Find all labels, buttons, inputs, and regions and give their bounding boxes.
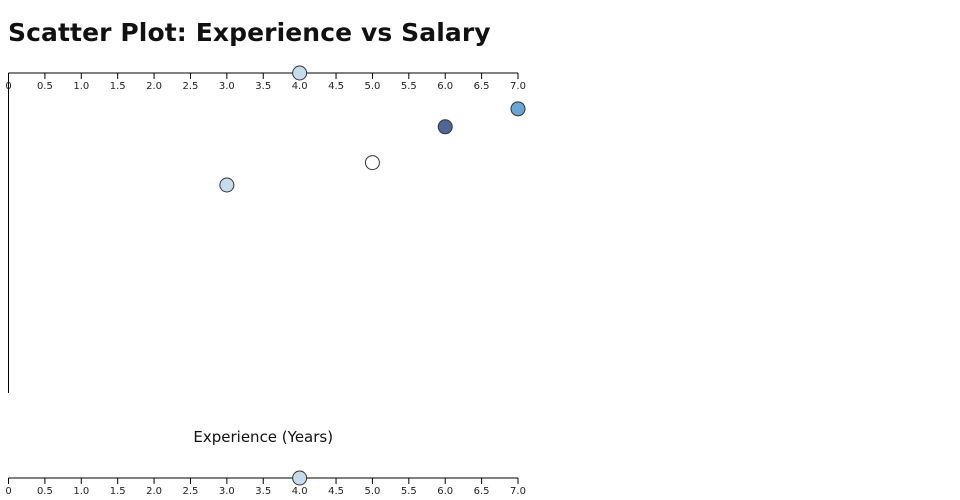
top-x-tick-label: 7.0 — [510, 81, 526, 92]
top-x-tick-label: 4.5 — [328, 81, 344, 92]
top-x-tick-label: 6.5 — [474, 81, 490, 92]
bottom-x-axis: 0 0.5 1.0 1.5 2.0 2.5 3.0 3.5 4.0 4.5 5.0 5.5 6.0 6.5… — [5, 477, 526, 497]
bottom-x-tick-label: 0.5 — [37, 486, 53, 497]
bottom-x-tick-label: 5.5 — [401, 486, 417, 497]
top-x-tick-label: 1.5 — [110, 81, 126, 92]
bottom-x-tick-label: 2.5 — [183, 486, 199, 497]
bottom-x-tick-label: 3.5 — [255, 486, 271, 497]
x-axis-label: Experience (Years) — [193, 428, 333, 446]
top-x-tick-label: 6.0 — [437, 81, 453, 92]
top-x-tick-label: 0.5 — [37, 81, 53, 92]
data-point — [364, 155, 380, 171]
top-x-tick-label: 5.5 — [401, 81, 417, 92]
top-x-tick-label: 1.0 — [73, 81, 89, 92]
bottom-x-tick-label: 3.0 — [219, 486, 235, 497]
bottom-x-tick-label: 6.0 — [437, 486, 453, 497]
top-x-axis: 00.51.01.52.02.53.03.54.04.55.05.56.06.5… — [5, 72, 526, 92]
data-point — [219, 177, 235, 193]
data-point — [437, 119, 453, 135]
data-point — [510, 101, 526, 117]
top-x-tick-label: 3.0 — [219, 81, 235, 92]
top-x-tick-label: 2.5 — [183, 81, 199, 92]
bottom-x-tick-label: 4.5 — [328, 486, 344, 497]
data-points — [219, 65, 526, 193]
bottom-x-tick-label: 4.0 — [292, 486, 308, 497]
top-x-tick-label: 4.0 — [292, 81, 308, 92]
bottom-x-tick-label: 2.0 — [146, 486, 162, 497]
top-x-tick-label: 2.0 — [146, 81, 162, 92]
chart-title: Scatter Plot: Experience vs Salary — [8, 18, 491, 47]
bottom-axis-points — [292, 470, 308, 486]
top-x-tick-label: 5.0 — [364, 81, 380, 92]
bottom-x-tick-label: 5.0 — [364, 486, 380, 497]
data-point — [292, 65, 308, 81]
data-point — [292, 470, 308, 486]
bottom-x-tick-label: 6.5 — [474, 486, 490, 497]
top-x-tick-label: 3.5 — [255, 81, 271, 92]
bottom-x-tick-label: 0 — [5, 486, 11, 497]
bottom-x-tick-label: 1.5 — [110, 486, 126, 497]
bottom-x-tick-label: 7.0 — [510, 486, 526, 497]
bottom-x-tick-label: 1.0 — [73, 486, 89, 497]
